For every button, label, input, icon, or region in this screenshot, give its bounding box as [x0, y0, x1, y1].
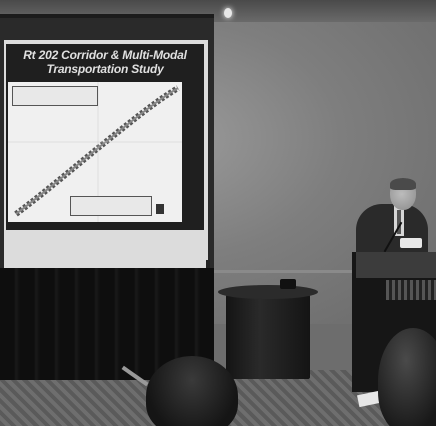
projected-slide: Rt 202 Corridor & Multi-Modal Transporta…: [6, 44, 204, 230]
map-inset-top: [12, 86, 98, 106]
side-table-top: [218, 285, 318, 299]
podium-panel: [386, 280, 436, 300]
slide-title-line2: Transportation Study: [46, 62, 164, 76]
audience-head-right: [378, 328, 436, 426]
presenter-hair: [390, 178, 416, 190]
audience-head-center: [146, 356, 238, 426]
slide-logo-mark: [156, 204, 164, 214]
corridor-map: [8, 82, 182, 222]
ceiling-light: [224, 8, 232, 18]
map-inset-bottom: [70, 196, 152, 216]
slide-title: Rt 202 Corridor & Multi-Modal Transporta…: [6, 48, 204, 76]
projector-device: [280, 279, 296, 289]
side-table-cloth: [226, 291, 310, 379]
wall-trim: [210, 270, 436, 273]
side-table: [218, 279, 318, 379]
podium-top: [356, 252, 436, 278]
slide-title-line1: Rt 202 Corridor & Multi-Modal: [23, 48, 187, 62]
podium-lamp: [400, 238, 422, 248]
